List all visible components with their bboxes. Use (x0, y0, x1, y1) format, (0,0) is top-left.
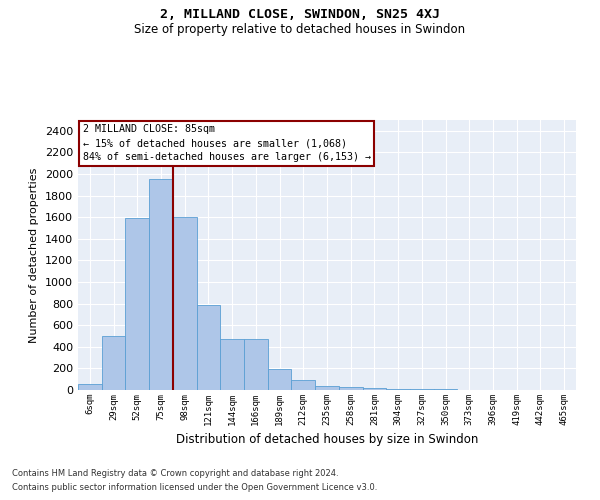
Text: 2 MILLAND CLOSE: 85sqm
← 15% of detached houses are smaller (1,068)
84% of semi-: 2 MILLAND CLOSE: 85sqm ← 15% of detached… (83, 124, 371, 162)
X-axis label: Distribution of detached houses by size in Swindon: Distribution of detached houses by size … (176, 434, 478, 446)
Bar (315, 386, 339, 390)
Text: Size of property relative to detached houses in Swindon: Size of property relative to detached ho… (134, 22, 466, 36)
Text: 2, MILLAND CLOSE, SWINDON, SN25 4XJ: 2, MILLAND CLOSE, SWINDON, SN25 4XJ (160, 8, 440, 20)
Bar (125, 218, 149, 390)
Bar (292, 380, 315, 390)
Y-axis label: Number of detached properties: Number of detached properties (29, 168, 40, 342)
Bar (386, 389, 410, 390)
Text: Contains public sector information licensed under the Open Government Licence v3: Contains public sector information licen… (12, 484, 377, 492)
Bar (244, 339, 268, 390)
Bar (149, 180, 173, 390)
Bar (78, 384, 102, 390)
Bar (339, 387, 362, 390)
Bar (410, 389, 434, 390)
Bar (197, 304, 220, 390)
Bar (173, 217, 197, 390)
Bar (362, 388, 386, 390)
Bar (268, 369, 292, 390)
Bar (220, 339, 244, 390)
Bar (102, 336, 125, 390)
Text: Contains HM Land Registry data © Crown copyright and database right 2024.: Contains HM Land Registry data © Crown c… (12, 468, 338, 477)
